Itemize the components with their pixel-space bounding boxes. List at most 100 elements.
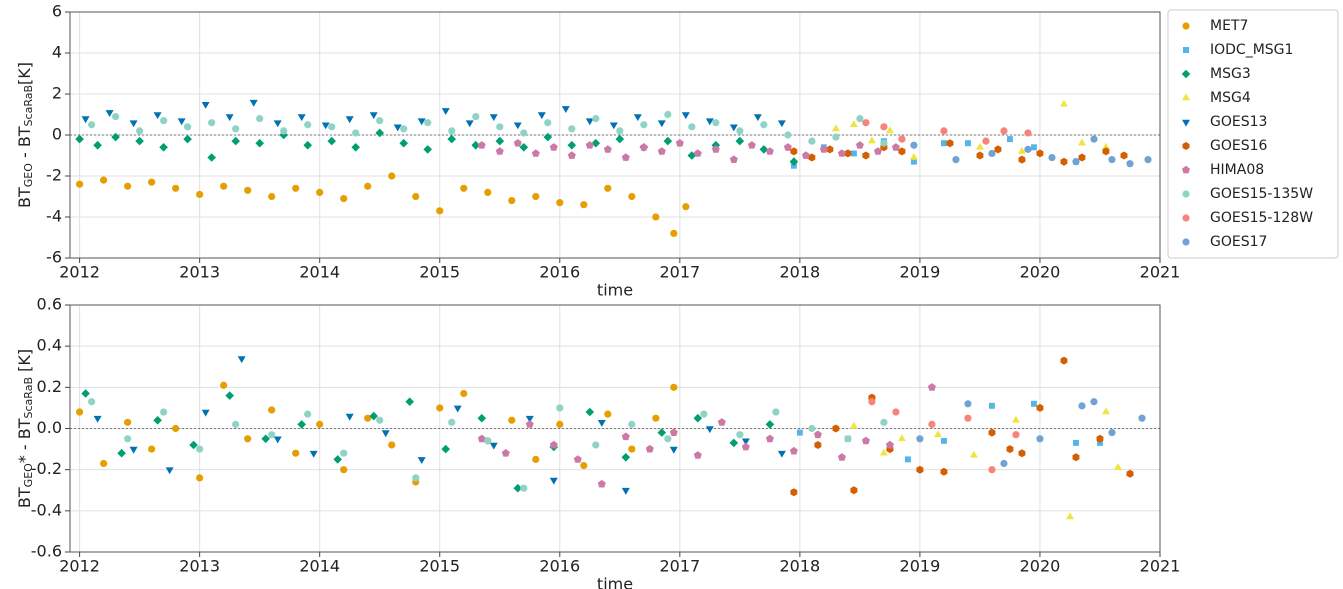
point	[196, 474, 204, 482]
point	[489, 442, 498, 450]
point	[663, 136, 673, 146]
point	[417, 118, 426, 126]
point	[753, 114, 762, 122]
legend-text: MSG3	[1210, 66, 1251, 82]
point	[508, 416, 516, 424]
point	[340, 194, 348, 203]
point	[153, 112, 162, 120]
point	[669, 428, 678, 436]
point	[777, 120, 786, 128]
point	[585, 141, 594, 149]
point	[1012, 415, 1020, 423]
point	[790, 147, 798, 156]
point	[207, 153, 216, 162]
point	[376, 117, 384, 125]
point	[1078, 153, 1086, 162]
point	[873, 147, 882, 155]
point	[297, 420, 306, 429]
point	[255, 138, 264, 148]
point	[1000, 459, 1008, 468]
point	[729, 124, 738, 132]
point	[244, 435, 252, 443]
point	[148, 178, 156, 186]
point	[741, 438, 750, 446]
point	[412, 192, 420, 201]
point	[261, 434, 270, 444]
point	[628, 445, 636, 453]
point	[369, 411, 378, 421]
point	[640, 121, 648, 129]
point	[268, 431, 276, 439]
point	[111, 132, 120, 142]
point	[316, 420, 324, 428]
y-tick-label: 0.2	[37, 377, 62, 396]
point	[964, 414, 972, 422]
point	[292, 449, 300, 457]
point	[1144, 156, 1152, 164]
point	[495, 136, 505, 146]
point	[153, 416, 162, 425]
point	[165, 467, 174, 475]
point	[333, 455, 342, 464]
point	[388, 441, 396, 449]
point	[892, 408, 900, 416]
point	[609, 122, 618, 130]
point	[220, 182, 228, 190]
point	[592, 115, 600, 123]
point	[1090, 398, 1098, 406]
point	[976, 142, 984, 150]
x-tick-label: 2016	[539, 557, 580, 576]
point	[244, 186, 252, 194]
point	[1072, 453, 1080, 462]
point	[460, 389, 468, 398]
point	[891, 143, 900, 151]
point	[1031, 144, 1037, 151]
point	[268, 192, 276, 201]
point	[897, 434, 906, 442]
y-axis-label-part: BT	[15, 187, 34, 208]
point	[88, 121, 96, 129]
point	[790, 488, 798, 497]
point	[880, 139, 888, 147]
point	[729, 155, 738, 163]
y-tick-label: 2	[52, 84, 62, 103]
point	[441, 444, 450, 454]
point	[657, 428, 667, 437]
x-tick-label: 2018	[780, 557, 821, 576]
x-tick-label: 2019	[900, 557, 941, 576]
point	[868, 398, 876, 406]
point	[447, 134, 456, 144]
point	[693, 413, 703, 423]
point	[837, 453, 846, 461]
point	[88, 398, 96, 406]
point	[927, 383, 936, 391]
point	[808, 153, 816, 162]
point	[994, 145, 1002, 154]
point	[183, 134, 192, 144]
y-tick-label: 0.4	[37, 336, 62, 355]
point	[352, 129, 360, 137]
y-tick-label: 6	[52, 2, 62, 21]
point	[412, 474, 420, 482]
point	[1138, 414, 1146, 422]
point	[681, 112, 690, 120]
point	[808, 424, 816, 433]
y-tick-label: -0.6	[31, 542, 62, 561]
point	[711, 145, 720, 153]
x-axis-label: time	[597, 281, 633, 300]
point	[471, 140, 480, 150]
point	[621, 453, 631, 462]
point	[1126, 469, 1134, 478]
point	[952, 156, 960, 164]
legend-marker	[1182, 22, 1190, 30]
point	[688, 123, 696, 131]
point	[364, 182, 372, 190]
x-tick-label: 2014	[299, 263, 340, 282]
point	[513, 139, 522, 147]
point	[489, 114, 498, 122]
point	[849, 421, 858, 429]
point	[717, 418, 726, 426]
point	[297, 114, 306, 122]
point	[381, 430, 390, 438]
point	[129, 446, 138, 454]
